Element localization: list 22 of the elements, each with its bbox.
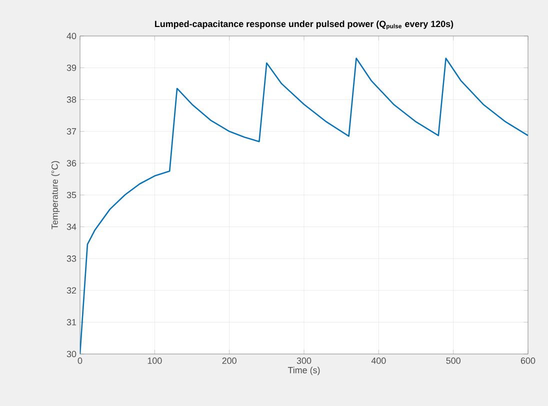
x-tick-label: 0 [78,358,82,364]
y-tick-label: 31 [66,319,76,326]
y-tick-label: 37 [66,128,76,135]
y-axis-title: Temperature (°C) [51,161,60,230]
chart-title: Lumped-capacitance response under pulsed power (Q$_{pulse}$ every 120s) [155,20,454,30]
y-tick-label: 39 [66,64,76,71]
y-tick-label: 35 [66,192,76,198]
y-tick-label: 36 [66,160,76,166]
x-tick-label: 100 [148,358,162,364]
y-tick-label: 38 [66,96,76,103]
x-tick-label: 300 [296,358,312,364]
y-tick-label: 40 [66,32,76,40]
y-tick-label: 33 [66,255,76,262]
x-tick-label: 400 [371,358,386,364]
x-axis-title: Time (s) [288,366,320,376]
y-tick-label: 32 [66,287,76,294]
x-tick-label: 600 [520,358,536,364]
x-tick-label: 200 [222,358,236,364]
x-tick-label: 500 [446,358,460,364]
line-series [80,58,528,354]
y-tick-label: 34 [66,224,76,230]
y-tick-label: 30 [66,350,76,358]
